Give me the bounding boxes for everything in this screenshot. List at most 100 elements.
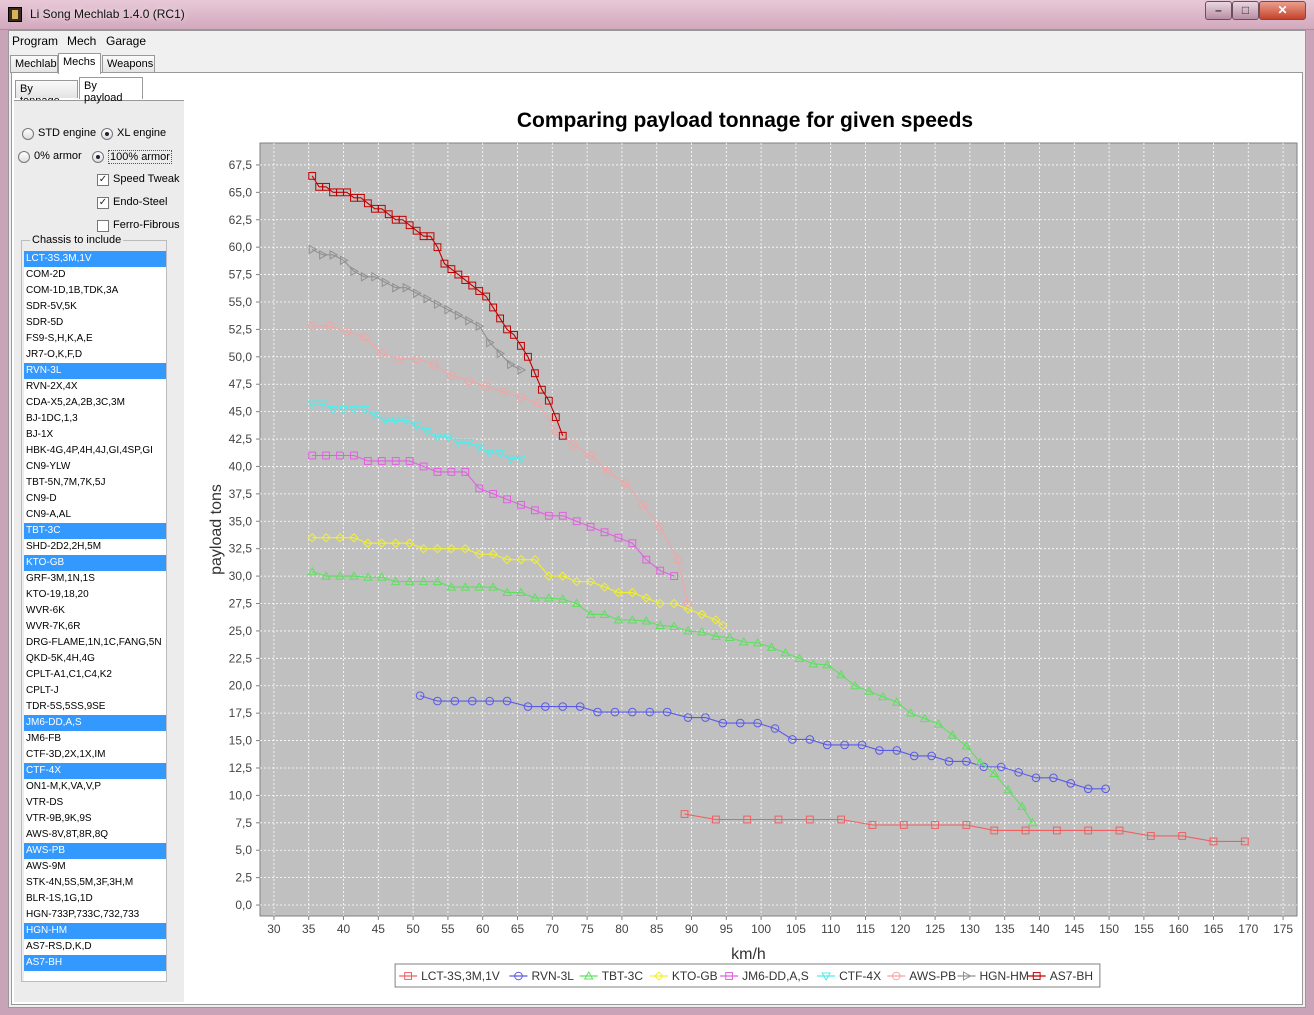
- x-tick-label: 170: [1238, 922, 1258, 936]
- tab-mechlab[interactable]: Mechlab: [10, 55, 58, 73]
- chassis-item[interactable]: WVR-6K: [26, 605, 65, 616]
- data-point: [496, 348, 506, 359]
- chassis-list[interactable]: LCT-3S,3M,1V COM-2D COM-1D,1B,TDK,3A SDR-5V…: [24, 251, 166, 981]
- chassis-item[interactable]: CPLT-J: [26, 685, 59, 696]
- chassis-item[interactable]: CPLT-A1,C1,C4,K2: [26, 669, 112, 680]
- chassis-item[interactable]: SDR-5V,5K: [26, 301, 77, 312]
- data-point: [642, 555, 651, 564]
- close-button[interactable]: ✕: [1259, 1, 1306, 20]
- chassis-item[interactable]: CN9-D: [26, 493, 57, 504]
- ferro-fibrous-checkbox[interactable]: [97, 220, 109, 232]
- menu-program[interactable]: Program: [12, 34, 59, 48]
- minimize-button[interactable]: –: [1205, 1, 1232, 20]
- chassis-item[interactable]: COM-2D: [26, 269, 66, 280]
- legend-item[interactable]: TBT-3C: [579, 969, 644, 983]
- chassis-item[interactable]: HGN-733P,733C,732,733: [26, 909, 140, 920]
- series-line: [684, 813, 1245, 842]
- tab-mechs[interactable]: Mechs: [58, 53, 101, 74]
- legend-item[interactable]: RVN-3L: [509, 969, 575, 983]
- data-point: [510, 330, 518, 339]
- chassis-item[interactable]: CTF-4X: [24, 763, 166, 779]
- data-point: [496, 314, 505, 323]
- chassis-item[interactable]: ON1-M,K,VA,V,P: [26, 781, 102, 792]
- series-hgn-hm: [308, 244, 526, 375]
- chassis-item[interactable]: JM6-DD,A,S: [24, 715, 166, 731]
- legend-item[interactable]: AWS-PB: [887, 969, 956, 983]
- data-point: [575, 702, 585, 711]
- endo-steel-checkbox[interactable]: ✓: [97, 197, 109, 209]
- payload-chart: Comparing payload tonnage for given spee…: [208, 109, 1298, 988]
- chassis-item[interactable]: AWS-8V,8T,8R,8Q: [26, 829, 109, 840]
- std-engine-label: STD engine: [38, 127, 97, 139]
- chassis-item[interactable]: RVN-3L: [24, 363, 166, 379]
- chassis-item[interactable]: SDR-5D: [26, 317, 64, 328]
- chassis-item[interactable]: AWS-PB: [24, 843, 166, 859]
- legend-item[interactable]: LCT-3S,3M,1V: [399, 969, 500, 983]
- chassis-item[interactable]: FS9-S,H,K,A,E: [26, 333, 93, 344]
- data-point: [432, 576, 443, 586]
- legend-item[interactable]: AS7-BH: [1027, 969, 1093, 983]
- chassis-item[interactable]: KTO-19,18,20: [26, 589, 89, 600]
- legend-item[interactable]: CTF-4X: [817, 969, 881, 983]
- chassis-item[interactable]: COM-1D,1B,TDK,3A: [26, 285, 119, 296]
- maximize-button[interactable]: □: [1232, 1, 1259, 20]
- chassis-item[interactable]: TDR-5S,5SS,9SE: [26, 701, 106, 712]
- chassis-item[interactable]: AS7-RS,D,K,D: [26, 941, 92, 952]
- speed-tweak-checkbox[interactable]: ✓: [97, 174, 109, 186]
- chassis-item[interactable]: VTR-9B,9K,9S: [26, 813, 92, 824]
- data-point: [485, 696, 494, 706]
- chassis-item[interactable]: GRF-3M,1N,1S: [26, 573, 95, 584]
- std-engine-radio[interactable]: [22, 128, 34, 140]
- data-point: [697, 627, 707, 636]
- tab-by-tonnage[interactable]: By tonnage: [15, 80, 78, 107]
- data-point: [530, 593, 540, 602]
- chassis-item[interactable]: CN9-A,AL: [26, 509, 72, 520]
- chassis-item[interactable]: VTR-DS: [26, 797, 64, 808]
- legend-item[interactable]: JM6-DD,A,S: [720, 969, 809, 983]
- data-point: [516, 587, 526, 597]
- legend-item[interactable]: KTO-GB: [649, 969, 718, 983]
- data-point: [338, 405, 349, 415]
- data-point: [701, 713, 710, 722]
- chassis-item[interactable]: RVN-2X,4X: [26, 381, 78, 392]
- data-point: [543, 593, 554, 602]
- chassis-item[interactable]: QKD-5K,4H,4G: [26, 653, 95, 664]
- tab-by-payload[interactable]: By payload: [79, 77, 143, 104]
- chassis-item[interactable]: LCT-3S,3M,1V: [24, 251, 166, 267]
- armor-0-radio[interactable]: [18, 151, 30, 163]
- chassis-item[interactable]: BJ-1X: [26, 429, 54, 440]
- chassis-item[interactable]: CDA-X5,2A,2B,3C,3M: [26, 397, 125, 408]
- chassis-item[interactable]: WVR-7K,6R: [26, 621, 81, 632]
- data-point: [411, 422, 422, 431]
- chassis-item[interactable]: KTO-GB: [24, 555, 166, 571]
- legend-item[interactable]: HGN-HM: [957, 969, 1029, 983]
- armor-100-radio[interactable]: [92, 151, 104, 163]
- chassis-item[interactable]: HBK-4G,4P,4H,4J,GI,4SP,GI: [26, 445, 153, 456]
- data-point: [418, 543, 429, 554]
- xl-engine-radio[interactable]: [101, 128, 113, 140]
- chassis-item[interactable]: BLR-1S,1G,1D: [26, 893, 93, 904]
- chassis-item[interactable]: AWS-9M: [26, 861, 66, 872]
- chassis-item[interactable]: JM6-FB: [26, 733, 61, 744]
- menu-mech[interactable]: Mech: [67, 34, 97, 48]
- chassis-item[interactable]: JR7-O,K,F,D: [26, 349, 83, 360]
- chassis-item[interactable]: TBT-5N,7M,7K,5J: [26, 477, 106, 488]
- chassis-item[interactable]: STK-4N,5S,5M,3F,3H,M: [26, 877, 134, 888]
- chassis-item[interactable]: HGN-HM: [24, 923, 166, 939]
- data-point: [683, 713, 693, 722]
- xl-engine-label: XL engine: [117, 127, 167, 139]
- chassis-item[interactable]: CTF-3D,2X,1X,IM: [26, 749, 106, 760]
- chassis-item[interactable]: BJ-1DC,1,3: [26, 413, 78, 424]
- chassis-group-legend: Chassis to include: [30, 234, 124, 246]
- data-point: [669, 598, 679, 609]
- data-point: [780, 647, 791, 657]
- chassis-item[interactable]: CN9-YLW: [26, 461, 71, 472]
- chassis-item[interactable]: TBT-3C: [24, 523, 166, 539]
- tab-weapons[interactable]: Weapons: [102, 55, 155, 73]
- data-point: [558, 571, 568, 581]
- chassis-item[interactable]: AS7-BH: [24, 955, 166, 971]
- chassis-item[interactable]: DRG-FLAME,1N,1C,FANG,5N: [26, 637, 162, 648]
- chassis-item[interactable]: SHD-2D2,2H,5M: [26, 541, 102, 552]
- menu-garage[interactable]: Garage: [106, 34, 147, 48]
- data-point: [541, 702, 550, 711]
